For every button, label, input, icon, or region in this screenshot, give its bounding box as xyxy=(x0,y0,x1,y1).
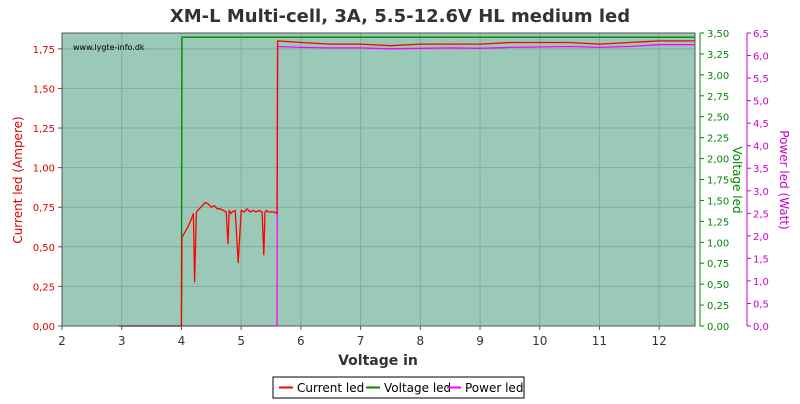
chart-title: XM-L Multi-cell, 3A, 5.5-12.6V HL medium… xyxy=(170,6,630,27)
y-tick-label-power: 2,0 xyxy=(753,232,769,243)
x-tick-label: 2 xyxy=(58,334,66,348)
plot-area xyxy=(62,33,695,326)
y-tick-label-current: 0,50 xyxy=(33,243,55,254)
y-tick-label-voltage: 2,00 xyxy=(707,155,729,166)
y-tick-label-current: 1,00 xyxy=(33,164,55,175)
legend-box xyxy=(272,376,525,399)
y-tick-label-power: 4,0 xyxy=(753,142,769,153)
y-tick-label-voltage: 0,50 xyxy=(707,280,729,291)
y-tick-label-voltage: 2,25 xyxy=(707,134,729,145)
x-tick-label: 8 xyxy=(416,334,424,348)
y-tick-label-current: 0,75 xyxy=(33,203,55,214)
y-tick-label-power: 4,5 xyxy=(753,119,769,130)
x-tick-label: 9 xyxy=(476,334,484,348)
y-tick-label-current: 1,75 xyxy=(33,45,55,56)
y-axis-label-current: Current led (Ampere) xyxy=(11,116,25,243)
y-axis-label-voltage: Voltage led xyxy=(730,146,744,213)
y-tick-label-voltage: 2,75 xyxy=(707,92,729,103)
watermark-label: www.lygte-info.dk xyxy=(73,43,145,52)
y-tick-label-voltage: 3,50 xyxy=(707,29,729,40)
y-tick-label-power: 0,5 xyxy=(753,299,769,310)
y-tick-label-voltage: 0,75 xyxy=(707,259,729,270)
y-tick-label-current: 1,50 xyxy=(33,84,55,95)
x-tick-label: 5 xyxy=(237,334,245,348)
x-tick-label: 4 xyxy=(178,334,186,348)
x-tick-label: 11 xyxy=(592,334,607,348)
x-tick-label: 6 xyxy=(297,334,305,348)
y-tick-label-current: 0,00 xyxy=(33,322,55,333)
legend: Current led Voltage led Power led xyxy=(272,376,525,399)
y-tick-label-power: 2,5 xyxy=(753,209,769,220)
y-tick-label-voltage: 1,50 xyxy=(707,196,729,207)
y-tick-label-voltage: 1,25 xyxy=(707,217,729,228)
legend-label-power: Power led xyxy=(465,381,523,395)
y-tick-label-power: 6,5 xyxy=(753,29,769,40)
y-tick-label-voltage: 3,25 xyxy=(707,50,729,61)
plot-frame xyxy=(61,32,696,327)
y-tick-label-voltage: 1,00 xyxy=(707,238,729,249)
y-tick-label-current: 1,25 xyxy=(33,124,55,135)
y-tick-label-power: 1,0 xyxy=(753,277,769,288)
legend-label-current: Current led xyxy=(297,381,364,395)
axis-layer: 2 3 4 5 6 7 8 9 10 11 12 0,00 0,25 0,50 0,75 1,00 1,25 1,… xyxy=(33,29,769,348)
y-tick-label-power: 6,0 xyxy=(753,52,769,63)
y-tick-label-voltage: 2,50 xyxy=(707,113,729,124)
y-tick-label-power: 1,5 xyxy=(753,254,769,265)
y-tick-label-voltage: 0,00 xyxy=(707,322,729,333)
y-tick-label-voltage: 3,00 xyxy=(707,71,729,82)
y-tick-label-current: 0,25 xyxy=(33,282,55,293)
legend-label-voltage: Voltage led xyxy=(384,381,451,395)
x-axis-label: Voltage in xyxy=(338,353,418,369)
series-line-current-led xyxy=(118,40,695,327)
x-tick-label: 10 xyxy=(532,334,547,348)
y-tick-label-voltage: 1,75 xyxy=(707,176,729,187)
y-axis-label-power: Power led (Watt) xyxy=(777,130,791,229)
x-tick-label: 12 xyxy=(652,334,667,348)
y-tick-label-power: 5,5 xyxy=(753,74,769,85)
y-tick-label-power: 5,0 xyxy=(753,97,769,108)
series-line-power-led xyxy=(118,44,695,327)
y-tick-label-power: 3,0 xyxy=(753,187,769,198)
x-tick-label: 7 xyxy=(357,334,365,348)
y-tick-label-power: 3,5 xyxy=(753,164,769,175)
y-tick-label-voltage: 0,25 xyxy=(707,301,729,312)
y-tick-label-power: 0,0 xyxy=(753,322,769,333)
x-tick-label: 3 xyxy=(118,334,126,348)
